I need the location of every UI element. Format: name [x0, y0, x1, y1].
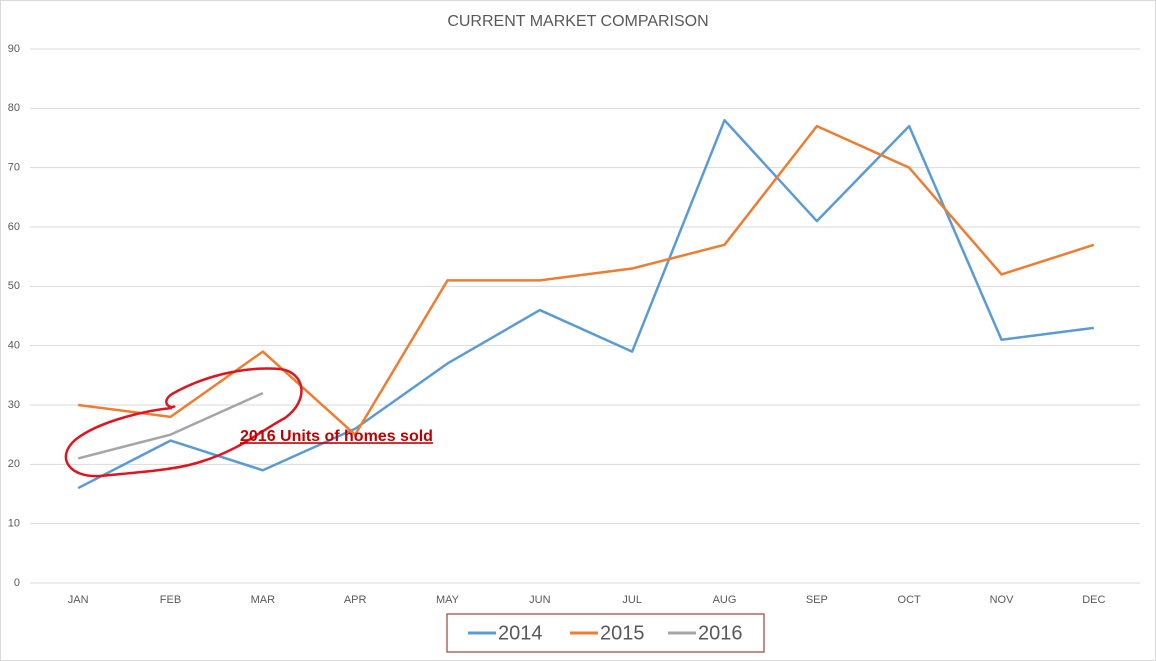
y-tick-label: 50: [8, 280, 20, 292]
chart-title: CURRENT MARKET COMPARISON: [447, 13, 708, 30]
series-line: [77, 391, 264, 460]
legend-label: 2016: [698, 622, 743, 644]
y-tick-label: 60: [8, 221, 20, 233]
x-tick-label: JUL: [622, 594, 642, 606]
x-tick-label: SEP: [806, 594, 828, 606]
annotation-circle: [64, 367, 303, 478]
legend-box: [446, 613, 765, 653]
y-tick-label: 10: [8, 518, 20, 530]
y-tick-label: 30: [8, 399, 20, 411]
x-tick-label: OCT: [898, 594, 922, 606]
x-tick-label: JUN: [529, 594, 550, 606]
y-tick-label: 90: [8, 43, 20, 55]
x-tick-label: FEB: [160, 594, 181, 606]
y-tick-label: 70: [8, 162, 20, 174]
plot-area: 0 10 20 30 40 50 60 70 80 90 JAN FEB MAR APR MAY JUN JUL…: [8, 43, 1140, 606]
series-line: [77, 118, 1094, 490]
y-tick-label: 0: [14, 577, 20, 589]
x-tick-label: AUG: [713, 594, 737, 606]
x-tick-label: DEC: [1082, 594, 1105, 606]
x-tick-label: JAN: [68, 594, 89, 606]
x-tick-label: APR: [344, 594, 367, 606]
y-tick-label: 80: [8, 102, 20, 114]
legend-label: 2014: [498, 622, 543, 644]
legend-label: 2015: [600, 622, 645, 644]
x-tick-label: MAR: [251, 594, 276, 606]
y-tick-label: 40: [8, 340, 20, 352]
x-tick-label: MAY: [436, 594, 460, 606]
series-line: [78, 124, 1095, 436]
y-tick-label: 20: [8, 458, 20, 470]
annotation: 2016 Units of homes sold: [240, 428, 433, 445]
x-tick-label: NOV: [990, 594, 1015, 606]
